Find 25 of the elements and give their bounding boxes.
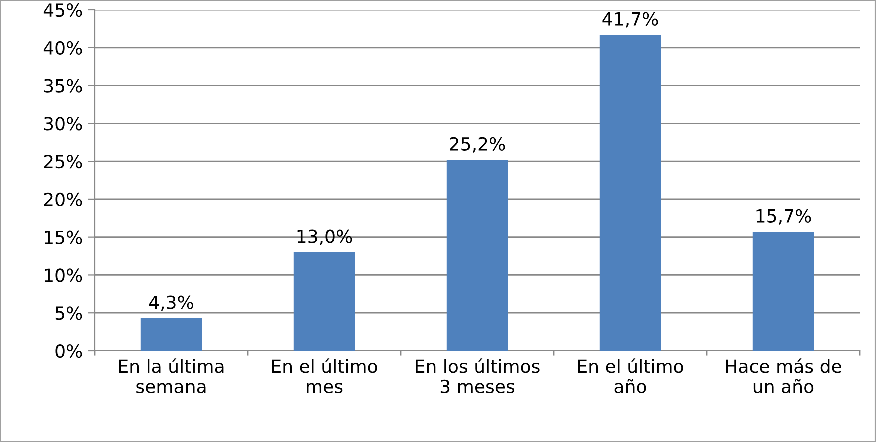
y-tick-label: 5%: [56, 306, 82, 320]
y-tick-label: 0%: [56, 344, 82, 358]
bar: [752, 232, 814, 351]
y-tick-label: 45%: [44, 3, 82, 18]
bar: [140, 318, 202, 351]
bar: [600, 35, 662, 351]
y-tick-label: 35%: [44, 79, 82, 93]
x-tick-label: Hace más de un año: [726, 358, 842, 394]
data-label: 25,2%: [450, 137, 506, 153]
y-tick-label: 25%: [44, 155, 82, 169]
bar: [294, 252, 356, 351]
x-tick-label: En los últimos 3 meses: [416, 358, 540, 394]
data-label: 15,7%: [756, 209, 812, 225]
y-tick-label: 10%: [45, 268, 82, 282]
x-tick-label: En la última semana: [119, 358, 224, 394]
y-tick-label: 15%: [45, 230, 82, 244]
data-label: 41,7%: [602, 12, 658, 28]
x-tick-label: En el último año: [578, 358, 684, 394]
y-tick-label: 40%: [44, 41, 82, 56]
bar: [446, 160, 508, 351]
x-tick-label: En el último mes: [272, 358, 378, 394]
y-tick-label: 20%: [44, 192, 82, 207]
y-tick-label: 30%: [44, 117, 82, 131]
data-label: 4,3%: [149, 296, 194, 312]
data-label: 13,0%: [298, 230, 352, 246]
